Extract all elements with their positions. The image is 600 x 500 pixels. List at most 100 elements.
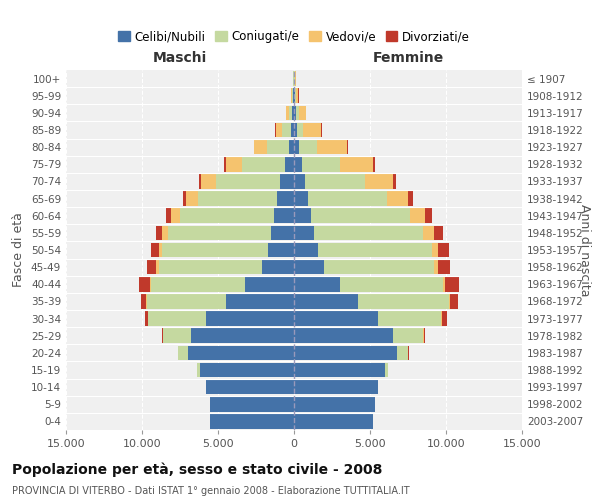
- Bar: [201, 174, 217, 188]
- Bar: [226, 294, 294, 308]
- Bar: [358, 294, 449, 308]
- Bar: [224, 157, 226, 172]
- Bar: [186, 192, 198, 206]
- Bar: [294, 192, 308, 206]
- Bar: [197, 362, 200, 378]
- Bar: [217, 174, 280, 188]
- Bar: [285, 157, 294, 172]
- Bar: [180, 208, 274, 223]
- Bar: [268, 242, 294, 258]
- Bar: [171, 208, 180, 223]
- Bar: [305, 174, 365, 188]
- Bar: [245, 277, 294, 291]
- Bar: [433, 242, 439, 258]
- Bar: [149, 277, 151, 291]
- Bar: [317, 140, 347, 154]
- Bar: [199, 174, 201, 188]
- Bar: [365, 174, 393, 188]
- Bar: [325, 260, 434, 274]
- Bar: [294, 122, 297, 138]
- Bar: [424, 328, 425, 343]
- Bar: [242, 157, 285, 172]
- Bar: [280, 174, 294, 188]
- Bar: [299, 140, 317, 154]
- Bar: [294, 312, 377, 326]
- Text: PROVINCIA DI VITERBO - Dati ISTAT 1° gennaio 2008 - Elaborazione TUTTITALIA.IT: PROVINCIA DI VITERBO - Dati ISTAT 1° gen…: [12, 486, 410, 496]
- Bar: [226, 157, 242, 172]
- Bar: [157, 260, 159, 274]
- Bar: [148, 312, 206, 326]
- Bar: [141, 294, 146, 308]
- Bar: [146, 294, 226, 308]
- Bar: [393, 174, 396, 188]
- Bar: [408, 192, 413, 206]
- Bar: [311, 208, 410, 223]
- Bar: [206, 380, 294, 394]
- Bar: [294, 380, 377, 394]
- Bar: [319, 242, 433, 258]
- Bar: [439, 242, 449, 258]
- Bar: [198, 192, 277, 206]
- Bar: [303, 122, 322, 138]
- Bar: [299, 106, 306, 120]
- Bar: [289, 106, 292, 120]
- Bar: [162, 226, 168, 240]
- Bar: [200, 362, 294, 378]
- Bar: [151, 242, 159, 258]
- Bar: [151, 277, 245, 291]
- Bar: [211, 397, 294, 411]
- Bar: [295, 72, 296, 86]
- Legend: Celibi/Nubili, Coniugati/e, Vedovi/e, Divorziati/e: Celibi/Nubili, Coniugati/e, Vedovi/e, Di…: [113, 26, 475, 48]
- Bar: [373, 157, 376, 172]
- Bar: [340, 157, 373, 172]
- Text: Femmine: Femmine: [373, 51, 443, 65]
- Bar: [294, 157, 302, 172]
- Bar: [292, 88, 293, 103]
- Bar: [159, 260, 262, 274]
- Bar: [282, 122, 291, 138]
- Bar: [294, 226, 314, 240]
- Text: Popolazione per età, sesso e stato civile - 2008: Popolazione per età, sesso e stato civil…: [12, 462, 382, 477]
- Bar: [293, 88, 294, 103]
- Y-axis label: Fasce di età: Fasce di età: [13, 212, 25, 288]
- Bar: [294, 208, 311, 223]
- Bar: [159, 242, 162, 258]
- Bar: [385, 362, 388, 378]
- Bar: [163, 328, 191, 343]
- Bar: [294, 242, 319, 258]
- Bar: [271, 226, 294, 240]
- Y-axis label: Anni di nascita: Anni di nascita: [578, 204, 590, 296]
- Bar: [294, 260, 325, 274]
- Bar: [294, 294, 358, 308]
- Bar: [434, 260, 437, 274]
- Bar: [302, 157, 340, 172]
- Bar: [294, 88, 295, 103]
- Bar: [347, 140, 348, 154]
- Bar: [162, 242, 268, 258]
- Bar: [294, 397, 374, 411]
- Bar: [291, 122, 294, 138]
- Bar: [410, 208, 425, 223]
- Bar: [294, 362, 385, 378]
- Bar: [168, 226, 271, 240]
- Bar: [340, 277, 443, 291]
- Bar: [450, 294, 458, 308]
- Bar: [266, 140, 289, 154]
- Bar: [289, 140, 294, 154]
- Bar: [393, 328, 423, 343]
- Bar: [178, 346, 188, 360]
- Bar: [308, 192, 387, 206]
- Bar: [145, 312, 148, 326]
- Bar: [423, 226, 434, 240]
- Bar: [191, 328, 294, 343]
- Bar: [188, 346, 294, 360]
- Bar: [183, 192, 186, 206]
- Bar: [434, 226, 443, 240]
- Bar: [294, 346, 397, 360]
- Bar: [162, 328, 163, 343]
- Bar: [442, 312, 446, 326]
- Bar: [443, 277, 445, 291]
- Bar: [297, 122, 303, 138]
- Bar: [274, 208, 294, 223]
- Bar: [139, 277, 149, 291]
